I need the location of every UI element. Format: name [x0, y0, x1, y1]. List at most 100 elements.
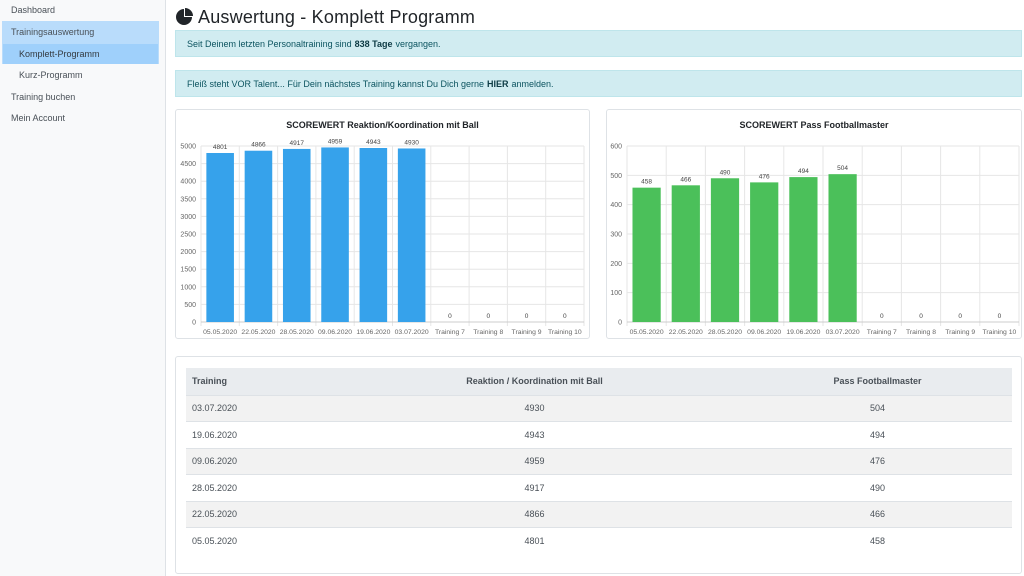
table-header-row: Training Reaktion / Koordination mit Bal…: [186, 368, 1012, 396]
y-tick-label: 100: [610, 290, 622, 297]
table-row: 05.05.2020 4801 458: [186, 527, 1012, 554]
table-row: 03.07.2020 4930 504: [186, 394, 1012, 422]
data-label: 0: [448, 313, 452, 320]
bar: [828, 174, 857, 322]
motivation-text-suffix: anmelden.: [511, 78, 554, 89]
page-header: Auswertung - Komplett Programm: [175, 6, 475, 28]
x-tick-label: 19.06.2020: [786, 329, 820, 336]
x-tick-label: Training 10: [983, 329, 1017, 336]
data-label: 458: [641, 179, 652, 186]
x-tick-label: Training 7: [435, 329, 465, 336]
x-tick-label: Training 8: [906, 329, 936, 336]
x-tick-label: 22.05.2020: [669, 329, 703, 336]
sidebar-item-kurz-programm[interactable]: Kurz-Programm: [19, 70, 83, 80]
data-label: 466: [680, 176, 691, 183]
data-label: 0: [563, 313, 567, 320]
table-row: 19.06.2020 4943 494: [186, 421, 1012, 448]
y-tick-label: 5000: [180, 144, 196, 151]
y-tick-label: 600: [610, 144, 622, 151]
data-label: 4801: [213, 144, 228, 151]
table-cell-pass: 476: [743, 447, 1012, 475]
data-label: 4917: [290, 140, 305, 147]
alert-text-suffix: vergangen.: [395, 38, 441, 49]
chart-card-reaktion: SCOREWERT Reaktion/Koordination mit Ball…: [175, 109, 590, 339]
days-since-training: 838 Tage: [354, 38, 393, 49]
bar: [710, 178, 740, 322]
bar: [282, 148, 311, 322]
table-header-reaktion: Reaktion / Koordination mit Ball: [326, 368, 744, 396]
sidebar-item-komplett-programm[interactable]: Komplett-Programm: [3, 44, 158, 64]
table-cell-pass: 504: [743, 394, 1012, 422]
y-tick-label: 400: [610, 202, 622, 209]
x-tick-label: 09.06.2020: [747, 329, 781, 336]
bar: [789, 177, 818, 322]
x-tick-label: 19.06.2020: [356, 329, 390, 336]
results-table: Training Reaktion / Koordination mit Bal…: [186, 368, 1012, 554]
sidebar: Dashboard Trainingsauswertung Komplett-P…: [0, 0, 166, 576]
x-tick-label: 22.05.2020: [241, 329, 275, 336]
table-cell-training: 22.05.2020: [186, 500, 326, 528]
y-tick-label: 300: [610, 232, 622, 239]
x-tick-label: Training 9: [512, 329, 542, 336]
table-cell-training: 05.05.2020: [186, 527, 326, 554]
pie-chart-icon: [176, 8, 193, 25]
table-cell-reaktion: 4801: [326, 527, 744, 554]
sidebar-item-training-buchen[interactable]: Training buchen: [11, 92, 76, 102]
bar: [632, 187, 661, 322]
data-label: 4930: [404, 139, 419, 146]
data-label: 0: [880, 313, 884, 320]
data-label: 476: [759, 173, 770, 180]
data-label: 0: [486, 313, 490, 320]
data-label: 0: [958, 313, 962, 320]
chart-title-reaktion: SCOREWERT Reaktion/Koordination mit Ball: [286, 120, 479, 130]
data-label: 490: [720, 169, 731, 176]
bar: [321, 147, 349, 322]
table-row: 28.05.2020 4917 490: [186, 474, 1012, 501]
data-label: 4866: [251, 142, 266, 149]
table-cell-reaktion: 4943: [326, 421, 744, 448]
x-tick-label: 03.07.2020: [826, 329, 860, 336]
chart-card-pass: SCOREWERT Pass Footballmaster 0 100 200 300…: [606, 109, 1022, 339]
table-cell-reaktion: 4917: [326, 474, 744, 501]
y-tick-label: 3000: [180, 214, 196, 221]
table-cell-pass: 466: [743, 500, 1012, 528]
x-tick-label: 09.06.2020: [318, 329, 352, 336]
bar: [206, 153, 234, 322]
x-tick-label: Training 8: [473, 329, 503, 336]
alert-text-prefix: Seit Deinem letzten Personaltraining sin…: [187, 38, 352, 49]
x-tick-label: Training 9: [945, 329, 975, 336]
y-tick-label: 3500: [180, 196, 196, 203]
y-tick-label: 1500: [180, 267, 196, 274]
chart-reaktion: 0 500 1000 1500 2000 2500 3000 3500 4000 4500 5000…: [180, 138, 585, 336]
data-label: 4943: [366, 139, 381, 146]
x-tick-label: 28.05.2020: [280, 329, 314, 336]
table-header-training: Training: [186, 368, 326, 396]
bar: [750, 182, 779, 322]
y-tick-label: 2500: [180, 232, 196, 239]
page-title: Auswertung - Komplett Programm: [198, 6, 476, 27]
y-tick-label: 500: [184, 302, 196, 309]
table-row: 22.05.2020 4866 466: [186, 500, 1012, 528]
data-label: 4959: [328, 138, 343, 145]
y-tick-label: 2000: [180, 249, 196, 256]
sidebar-item-mein-account[interactable]: Mein Account: [11, 113, 66, 123]
y-tick-label: 500: [610, 173, 622, 180]
table-cell-training: 19.06.2020: [186, 421, 326, 448]
table-cell-pass: 490: [743, 474, 1012, 501]
x-tick-label: 28.05.2020: [708, 329, 742, 336]
data-label: 0: [998, 313, 1002, 320]
results-table-card: Training Reaktion / Koordination mit Bal…: [175, 356, 1022, 574]
y-tick-label: 4000: [180, 179, 196, 186]
y-tick-label: 4500: [180, 161, 196, 168]
table-cell-training: 28.05.2020: [186, 474, 326, 501]
motivation-alert: Fleiß steht VOR Talent... Für Dein nächs…: [175, 70, 1022, 97]
x-tick-label: 05.05.2020: [203, 329, 237, 336]
table-cell-reaktion: 4930: [326, 394, 744, 422]
table-cell-pass: 494: [743, 421, 1012, 448]
book-training-link[interactable]: HIER: [486, 78, 509, 89]
data-label: 0: [525, 313, 529, 320]
y-tick-label: 200: [610, 261, 622, 268]
sidebar-item-trainingsauswertung[interactable]: Trainingsauswertung: [11, 27, 95, 37]
sidebar-item-dashboard[interactable]: Dashboard: [11, 5, 56, 15]
y-tick-label: 0: [192, 320, 196, 327]
